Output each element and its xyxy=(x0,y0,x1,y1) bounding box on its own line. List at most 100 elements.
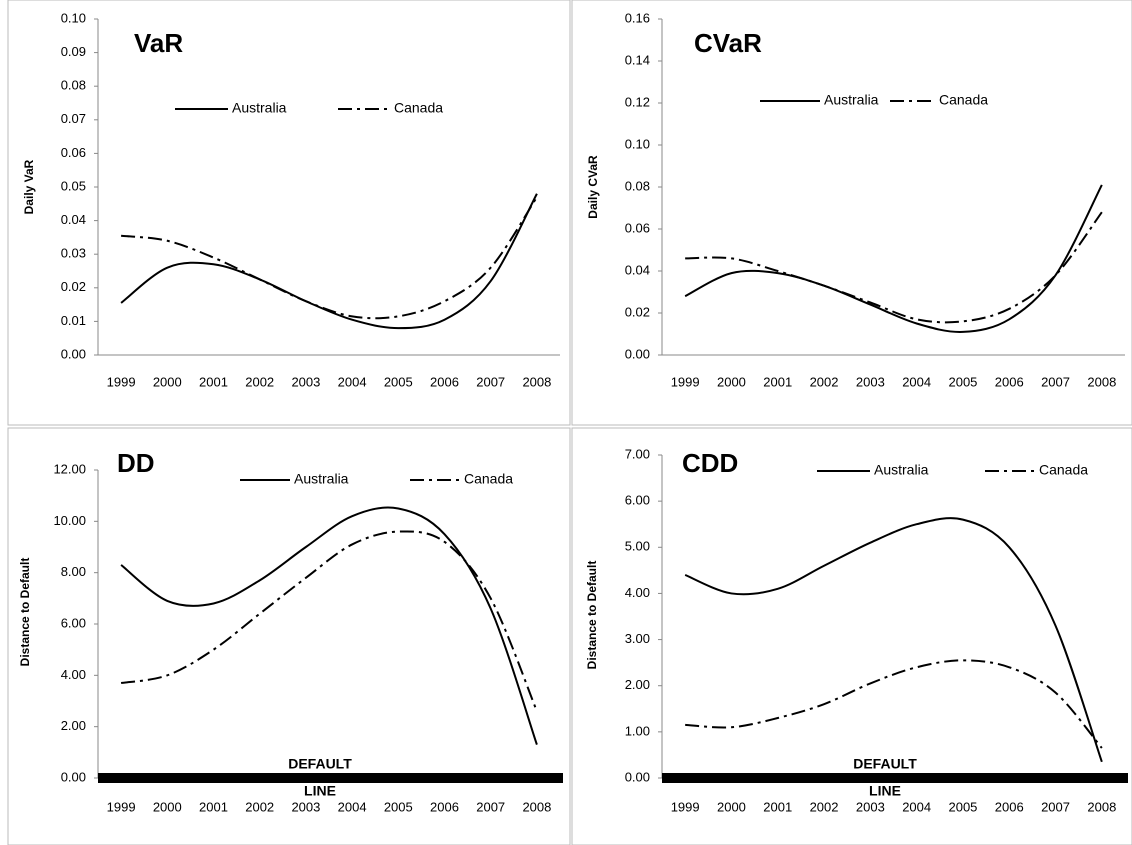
x-tick-label: 2001 xyxy=(199,374,228,389)
y-tick-label: 0.04 xyxy=(61,212,86,227)
x-tick-label: 2008 xyxy=(522,799,551,814)
y-tick-label: 0.08 xyxy=(625,178,650,193)
panel-border xyxy=(571,0,1132,426)
panel-border xyxy=(7,427,571,845)
y-tick-label: 0.09 xyxy=(61,44,86,59)
y-tick-label: 0.07 xyxy=(61,111,86,126)
x-tick-label: 2007 xyxy=(1041,799,1070,814)
y-tick-label: 0.00 xyxy=(625,346,650,361)
y-tick-label: 0.01 xyxy=(61,313,86,328)
x-tick-label: 2003 xyxy=(856,374,885,389)
y-tick-label: 2.00 xyxy=(625,677,650,692)
legend-label: Canada xyxy=(939,92,988,108)
y-tick-label: 3.00 xyxy=(625,631,650,646)
y-tick-label: 0.02 xyxy=(625,304,650,319)
x-tick-label: 2001 xyxy=(763,799,792,814)
x-tick-label: 2000 xyxy=(717,374,746,389)
x-tick-label: 2005 xyxy=(948,799,977,814)
annotation: LINE xyxy=(869,783,901,799)
x-tick-label: 2004 xyxy=(338,374,367,389)
y-tick-label: 0.08 xyxy=(61,78,86,93)
x-tick-label: 2003 xyxy=(291,799,320,814)
y-axis-label: Distance to Default xyxy=(18,558,32,667)
x-tick-label: 2002 xyxy=(245,799,274,814)
y-tick-label: 0.00 xyxy=(61,346,86,361)
default-line xyxy=(98,773,563,783)
chart-panel: 0.00 2.00 4.00 6.00 8.00 10.00 12.00 1999 2000 20… xyxy=(7,427,571,845)
x-tick-label: 1999 xyxy=(671,799,700,814)
panel-border xyxy=(571,427,1132,845)
y-tick-label: 1.00 xyxy=(625,723,650,738)
annotation: DEFAULT xyxy=(853,756,917,772)
x-tick-label: 2002 xyxy=(810,374,839,389)
x-tick-label: 2003 xyxy=(291,374,320,389)
legend-label: Canada xyxy=(1039,462,1088,478)
y-axis-label: Daily VaR xyxy=(22,159,36,214)
y-tick-label: 0.06 xyxy=(625,220,650,235)
y-tick-label: 12.00 xyxy=(53,461,86,476)
x-tick-label: 2002 xyxy=(810,799,839,814)
x-tick-label: 2008 xyxy=(522,374,551,389)
x-tick-label: 2007 xyxy=(1041,374,1070,389)
x-tick-label: 1999 xyxy=(671,374,700,389)
chart-title: CVaR xyxy=(694,28,762,58)
annotation: LINE xyxy=(304,783,336,799)
y-tick-label: 0.00 xyxy=(61,769,86,784)
y-tick-label: 0.06 xyxy=(61,145,86,160)
x-tick-label: 2008 xyxy=(1087,374,1116,389)
x-tick-label: 2008 xyxy=(1087,799,1116,814)
y-tick-label: 0.16 xyxy=(625,10,650,25)
y-tick-label: 0.04 xyxy=(625,262,650,277)
x-tick-label: 2006 xyxy=(430,374,459,389)
y-tick-label: 0.00 xyxy=(625,769,650,784)
y-tick-label: 6.00 xyxy=(61,615,86,630)
y-tick-label: 5.00 xyxy=(625,539,650,554)
series-line xyxy=(120,196,538,320)
legend-label: Australia xyxy=(294,471,349,487)
y-tick-label: 0.14 xyxy=(625,52,650,67)
x-tick-label: 2007 xyxy=(476,374,505,389)
series-line xyxy=(685,211,1103,324)
y-tick-label: 8.00 xyxy=(61,564,86,579)
chart-title: DD xyxy=(117,448,155,478)
x-tick-label: 2001 xyxy=(199,799,228,814)
y-tick-label: 0.12 xyxy=(625,94,650,109)
chart-panel: 0.00 0.02 0.04 0.06 0.08 0.10 0.12 0.14 0.16 1999… xyxy=(571,0,1132,426)
series-line xyxy=(120,193,538,330)
chart-panel: 0.00 0.01 0.02 0.03 0.04 0.05 0.06 0.07 0.08 0.09… xyxy=(7,0,571,426)
legend-label: Canada xyxy=(394,100,443,116)
legend-label: Canada xyxy=(464,471,513,487)
x-tick-label: 2004 xyxy=(902,374,931,389)
series-line xyxy=(684,517,1103,763)
series-line xyxy=(685,659,1103,749)
y-tick-label: 7.00 xyxy=(625,446,650,461)
y-tick-label: 0.05 xyxy=(61,178,86,193)
x-tick-label: 2005 xyxy=(384,799,413,814)
series-line xyxy=(120,530,538,712)
default-line xyxy=(662,773,1128,783)
y-tick-label: 4.00 xyxy=(625,585,650,600)
x-tick-label: 2004 xyxy=(338,799,367,814)
x-tick-label: 2006 xyxy=(995,799,1024,814)
legend-label: Australia xyxy=(874,462,929,478)
x-tick-label: 2006 xyxy=(430,799,459,814)
x-tick-label: 2007 xyxy=(476,799,505,814)
legend-label: Australia xyxy=(232,100,287,116)
x-tick-label: 2005 xyxy=(384,374,413,389)
x-tick-label: 2000 xyxy=(153,799,182,814)
panel-border xyxy=(7,0,571,426)
x-tick-label: 2000 xyxy=(717,799,746,814)
x-tick-label: 2004 xyxy=(902,799,931,814)
y-tick-label: 0.02 xyxy=(61,279,86,294)
chart-panel: 0.00 1.00 2.00 3.00 4.00 5.00 6.00 7.00 1999 2000… xyxy=(571,427,1132,845)
x-tick-label: 2000 xyxy=(153,374,182,389)
y-tick-label: 0.10 xyxy=(61,10,86,25)
x-tick-label: 2003 xyxy=(856,799,885,814)
y-tick-label: 0.10 xyxy=(625,136,650,151)
x-tick-label: 1999 xyxy=(107,374,136,389)
chart-title: CDD xyxy=(682,448,738,478)
y-tick-label: 6.00 xyxy=(625,493,650,508)
x-tick-label: 2001 xyxy=(763,374,792,389)
legend-label: Australia xyxy=(824,92,879,108)
